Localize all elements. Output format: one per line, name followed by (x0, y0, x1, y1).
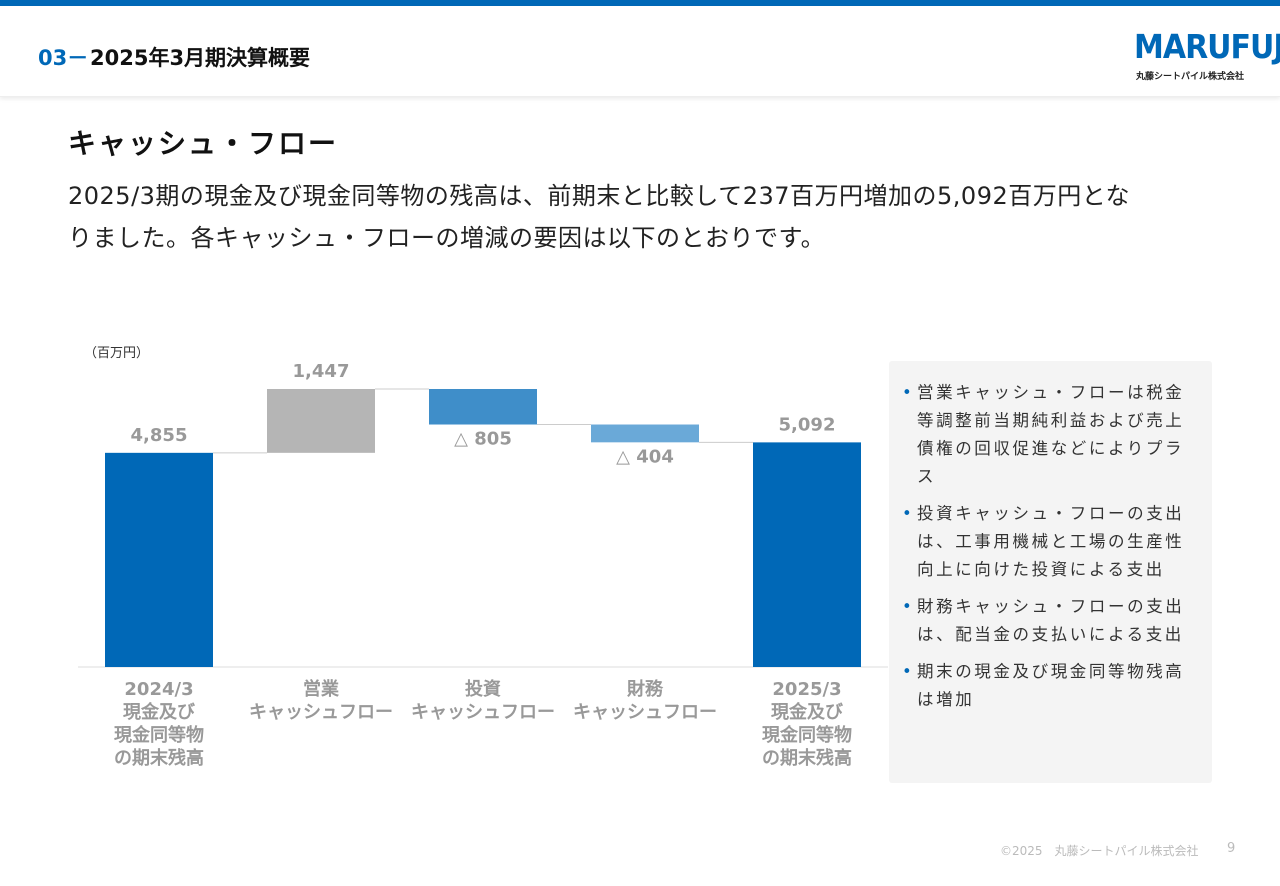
page-number: 9 (1227, 841, 1236, 856)
x-tick-label: 2024/3 現金及び 現金同等物 の期末残高 (114, 679, 204, 769)
section-number: 03－ (38, 46, 89, 70)
note: 投資キャッシュ・フローの支出は、工事用機械と工場の生産性向上に向けた投資による支… (902, 500, 1192, 584)
x-tick-label: 営業 キャッシュフロー (249, 679, 393, 723)
unit-label: （百万円） (84, 346, 150, 361)
bar (429, 389, 537, 425)
top-bar (0, 0, 1280, 6)
logo-sub: 丸藤シートパイル株式会社 (1136, 72, 1245, 82)
value-label: 5,092 (779, 414, 836, 435)
notes: 営業キャッシュ・フローは税金等調整前当期純利益および売上債権の回収促進などにより… (889, 361, 1212, 714)
x-tick-label: 投資 キャッシュフロー (411, 679, 555, 723)
logo: MARUFUJI (1134, 28, 1280, 67)
header-title: 2025年3月期決算概要 (90, 46, 311, 70)
body-text: 2025/3期の現金及び現金同等物の残高は、前期末と比較して237百万円増加の5… (68, 182, 1131, 210)
note: 期末の現金及び現金同等物残高は増加 (902, 658, 1192, 714)
bar (105, 452, 213, 667)
value-label: △ 805 (454, 429, 512, 450)
copyright: ©2025 丸藤シートパイル株式会社 (1000, 844, 1199, 858)
value-label: △ 404 (616, 446, 674, 467)
bar (753, 442, 861, 667)
x-tick-label: 2025/3 現金及び 現金同等物 の期末残高 (762, 679, 852, 769)
x-tick-label: 財務 キャッシュフロー (573, 679, 717, 723)
note: 営業キャッシュ・フローは税金等調整前当期純利益および売上債権の回収促進などにより… (902, 379, 1192, 491)
bar (267, 389, 375, 453)
bar (591, 424, 699, 443)
header (0, 6, 1280, 97)
note: 財務キャッシュ・フローの支出は、配当金の支払いによる支出 (902, 593, 1192, 649)
body-text: りました。各キャッシュ・フローの増減の要因は以下のとおりです。 (68, 224, 826, 252)
value-label: 1,447 (293, 361, 350, 382)
heading: キャッシュ・フロー (68, 127, 339, 160)
notes-panel: 営業キャッシュ・フローは税金等調整前当期純利益および売上債権の回収促進などにより… (889, 361, 1212, 783)
value-label: 4,855 (131, 425, 188, 446)
